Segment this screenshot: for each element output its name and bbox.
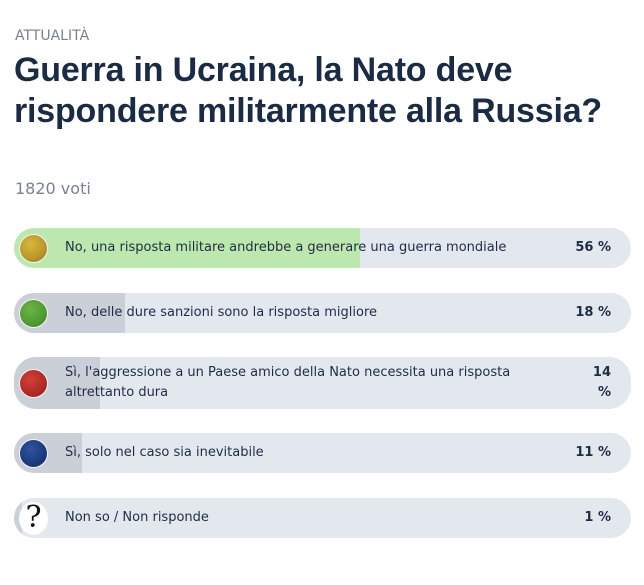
poll-option[interactable]: Sì, l'aggressione a un Paese amico della… <box>14 357 631 409</box>
option-label: Sì, solo nel caso sia inevitabile <box>65 445 264 460</box>
vote-count: 1820 voti <box>15 179 91 198</box>
red-ball-icon <box>19 368 48 398</box>
option-percent-sign: % <box>597 385 611 400</box>
blue-ball-icon <box>19 438 48 468</box>
option-percent: 18 % <box>575 305 611 320</box>
green-ball-icon <box>19 298 48 328</box>
poll-option[interactable]: ? Non so / Non risponde 1 % <box>14 498 631 538</box>
option-label: No, una risposta militare andrebbe a gen… <box>65 240 507 255</box>
question-mark-icon: ? <box>19 502 48 535</box>
option-percent: 11 % <box>575 445 611 460</box>
section-label: ATTUALITÀ <box>15 28 90 44</box>
poll-option[interactable]: No, delle dure sanzioni sono la risposta… <box>14 293 631 333</box>
option-percent-value: 14 <box>592 365 611 380</box>
poll-option[interactable]: Sì, solo nel caso sia inevitabile 11 % <box>14 433 631 473</box>
result-bar-fill <box>14 498 22 538</box>
poll-title: Guerra in Ucraina, la Nato deve risponde… <box>14 51 602 130</box>
option-percent: 14 % <box>591 363 611 403</box>
poll-option[interactable]: No, una risposta militare andrebbe a gen… <box>14 228 631 268</box>
gold-ball-icon <box>19 233 48 263</box>
option-percent: 1 % <box>584 510 611 525</box>
result-bar-fill <box>14 228 360 268</box>
option-label: Non so / Non risponde <box>65 510 209 525</box>
option-label: Sì, l'aggressione a un Paese amico della… <box>65 365 511 400</box>
option-label: No, delle dure sanzioni sono la risposta… <box>65 305 378 320</box>
option-percent: 56 % <box>575 240 611 255</box>
